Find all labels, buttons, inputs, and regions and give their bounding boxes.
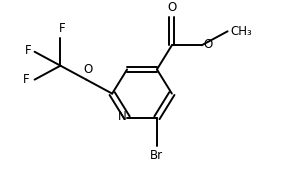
Text: CH₃: CH₃ (231, 25, 252, 38)
Text: Br: Br (150, 149, 164, 162)
Text: O: O (167, 1, 177, 14)
Text: N: N (118, 110, 127, 123)
Text: O: O (204, 38, 213, 51)
Text: F: F (59, 22, 66, 35)
Text: F: F (23, 73, 30, 86)
Text: O: O (84, 63, 93, 76)
Text: F: F (25, 44, 32, 57)
